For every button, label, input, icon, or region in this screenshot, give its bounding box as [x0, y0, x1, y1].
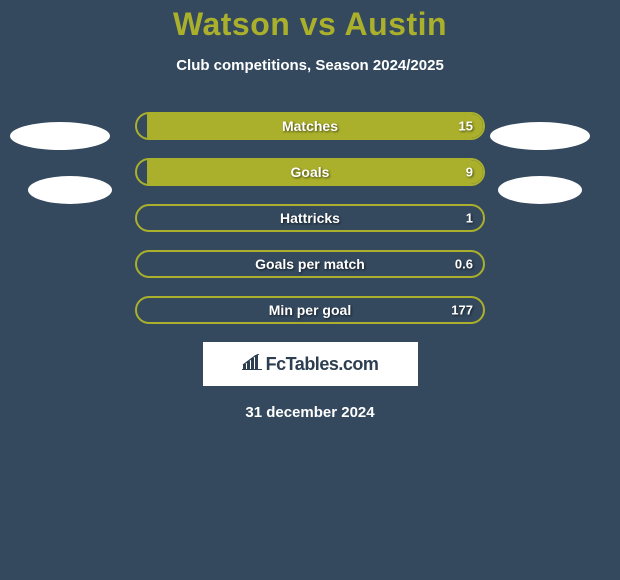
date-text: 31 december 2024: [0, 404, 620, 421]
bar-value-right: 15: [459, 119, 473, 134]
bar-label: Hattricks: [137, 210, 483, 226]
page-title: Watson vs Austin: [0, 0, 620, 43]
decorative-ellipse: [498, 176, 582, 204]
bar-value-right: 9: [466, 165, 473, 180]
bar-label: Goals per match: [137, 256, 483, 272]
decorative-ellipse: [28, 176, 112, 204]
stat-bar-row: Min per goal177: [135, 296, 485, 324]
bar-value-right: 0.6: [455, 257, 473, 272]
bar-value-right: 177: [451, 303, 473, 318]
bars-area: Matches15 Goals9 Hattricks1 Goals per match…: [135, 112, 485, 324]
stat-bar-row: Goals9: [135, 158, 485, 186]
subtitle: Club competitions, Season 2024/2025: [0, 57, 620, 74]
stat-bar-row: Matches15: [135, 112, 485, 140]
logo-text: FcTables.com: [266, 354, 379, 375]
decorative-ellipse: [490, 122, 590, 150]
bar-label: Min per goal: [137, 302, 483, 318]
decorative-ellipse: [10, 122, 110, 150]
bar-fill-right: [147, 160, 483, 184]
stat-bar-row: Goals per match0.6: [135, 250, 485, 278]
bar-fill-right: [147, 114, 483, 138]
barchart-icon: [242, 354, 262, 375]
bar-value-right: 1: [466, 211, 473, 226]
logo-box[interactable]: FcTables.com: [203, 342, 418, 386]
stat-bar-row: Hattricks1: [135, 204, 485, 232]
